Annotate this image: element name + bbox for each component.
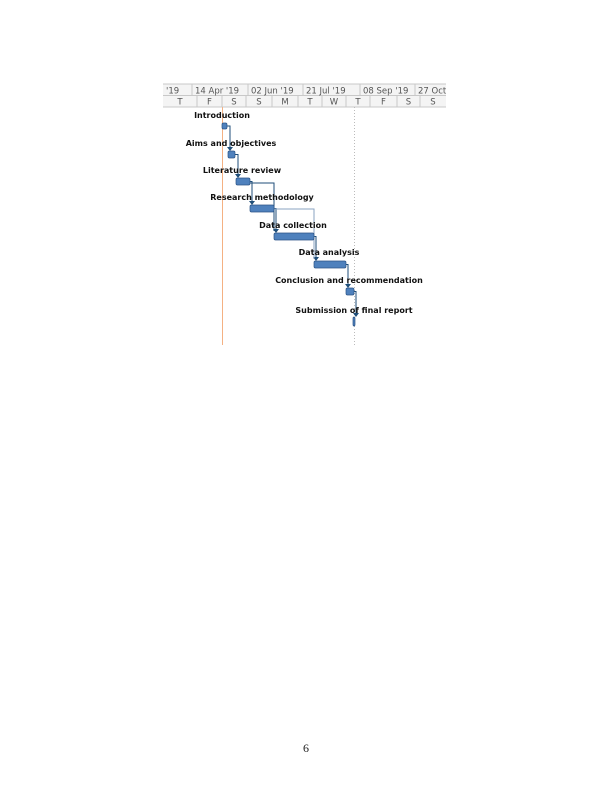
timescale-bottom-label: T [306,98,313,108]
dependency-link [274,208,315,259]
timescale-bottom-label: W [330,98,339,108]
task-label: Introduction [194,111,250,120]
task-bar [345,287,355,296]
task-bar [249,204,275,213]
timescale-bottom-label: S [231,98,236,108]
dependency-link [227,125,231,150]
dependency-arrow [249,201,255,205]
task-bar [273,232,315,241]
dependency-link [314,236,317,260]
dependency-arrow [353,313,359,317]
task-label: Data collection [259,221,327,230]
timescale-top-label: 21 Jul '19 [306,87,346,97]
timescale-top-label: 08 Sep '19 [363,87,408,97]
timescale-bottom-label: S [430,98,435,108]
timescale-bottom-label: T [176,98,183,108]
timescale-bottom-label: S [256,98,261,108]
dependency-arrow [345,284,351,288]
dependency-link [235,154,239,177]
timescale-bottom-label: F [207,98,212,108]
dependency-arrow [235,174,241,178]
task-label: Aims and objectives [186,139,277,148]
timescale-bottom-label: T [354,98,361,108]
timescale-top-label: 14 Apr '19 [195,87,239,97]
task-bar [221,122,228,130]
page-number: 6 [303,741,309,755]
timescale-top-label: 02 Jun '19 [251,87,294,97]
timescale-bottom-label: M [281,98,288,108]
task-label: Data analysis [299,248,360,257]
dependency-arrow [227,147,233,151]
task-label: Literature review [203,166,282,175]
dependency-link [354,291,357,316]
task-label: Conclusion and recommendation [275,276,423,285]
task-bar [313,260,347,269]
task-label: Research methodology [210,193,314,202]
task-bar [352,316,356,327]
timescale-bottom-label: S [406,98,411,108]
timescale-top-label: 27 Oct [418,87,447,97]
timescale-bottom-label: F [381,98,386,108]
task-label: Submission of final report [295,306,412,315]
dependency-link [250,181,253,204]
gantt-chart: '19 14 Apr '19 02 Jun '19 21 Jul '19 08 Sep … [163,83,447,345]
task-bar [227,150,236,159]
task-bar [235,177,251,186]
dependency-link [346,264,349,287]
dependency-link [250,182,275,231]
timescale-top-label: '19 [166,87,179,97]
